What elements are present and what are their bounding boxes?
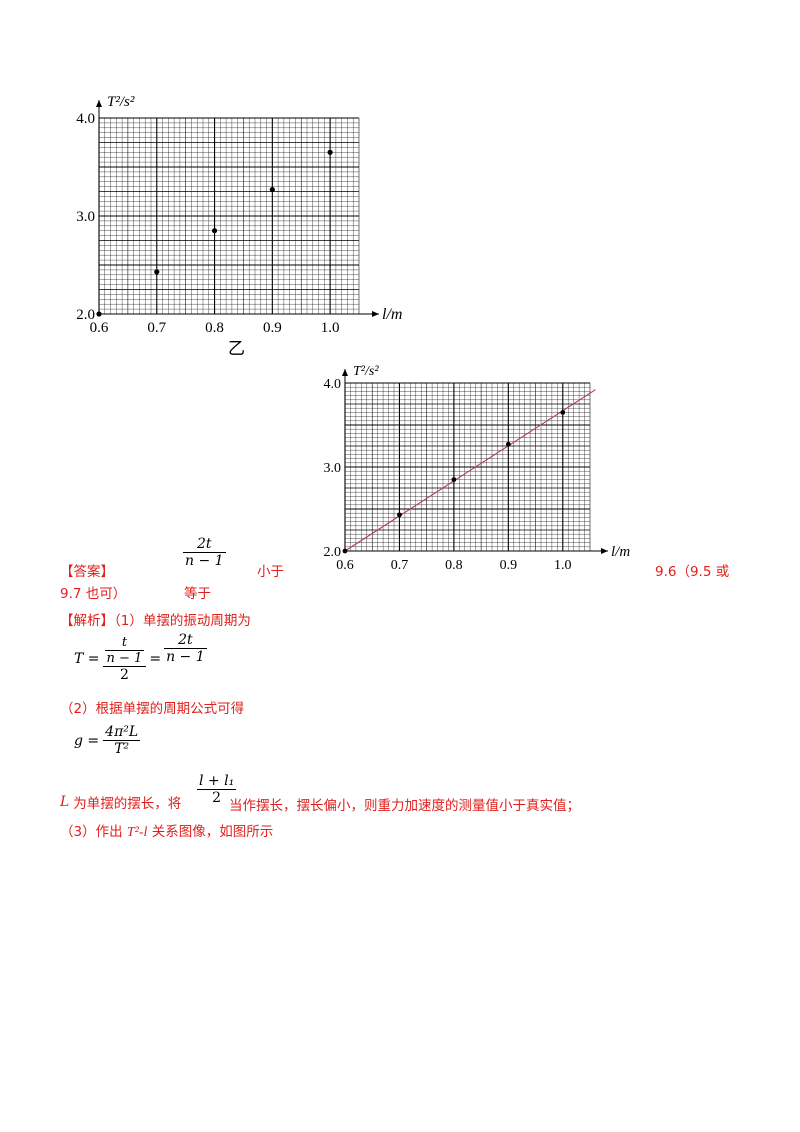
y-tick-label: 3.0 [324,461,342,476]
x-unit-label: l/m [611,544,630,560]
chart-fitted: 0.6 0.7 0.8 0.9 1.0 2.0 3.0 4.0 T²/s² l/m [324,364,631,573]
formula-L: L [60,794,70,810]
formula-g-den: T² [114,741,130,757]
formula-T-rhs-num: 2t [178,631,193,648]
answer-frac-num: 2t [197,536,212,552]
analysis-step1: 【解析】（1）单摆的振动周期为 [60,609,251,629]
formula-g-lhs: g = [74,732,100,749]
analysis-step3-text: （3）作出 [60,824,127,840]
formula-g: g = 4π²L T² [74,724,141,757]
formula-T-inner-num: t [121,635,128,650]
formula-T-outer-den: 2 [119,667,129,683]
x-tick-label: 1.0 [321,320,340,336]
chart-caption: 乙 [228,339,245,358]
y-tick-label: 2.0 [76,307,95,323]
x-tick-label: 0.8 [205,320,224,336]
answer-fraction: 2t n − 1 [183,536,226,569]
y-tick-label: 2.0 [324,545,342,560]
data-point [451,477,457,482]
formula-T-eq: = [149,651,162,667]
chart-yi: 0.6 0.7 0.8 0.9 1.0 2.0 3.0 4.0 T²/s² l/m 乙 [76,94,402,358]
y-unit-label: T²/s² [107,94,135,110]
data-point [397,512,402,518]
analysis-step2: （2）根据单摆的周期公式可得 [60,701,245,717]
answer-label: 【答案】 [60,564,114,580]
formula-half-num: l + l₁ [199,773,235,789]
formula-half-den: 2 [212,790,222,806]
data-point [505,441,511,447]
data-point [327,149,333,155]
data-point [154,269,160,275]
analysis-step1-text: （1）单摆的振动周期为 [114,613,251,629]
x-tick-label: 1.0 [554,558,572,573]
analysis-step3: （3）作出 T²-l 关系图像，如图所示 [60,820,273,841]
x-tick-label: 0.8 [445,558,463,573]
formula-half-length: l + l₁ 2 [197,773,237,806]
x-tick-label: 0.6 [90,320,109,336]
x-unit-label: l/m [382,306,402,323]
analysis-L-tail: 当作摆长，摆长偏小，则重力加速度的测量值小于真实值； [229,798,580,814]
analysis-L-line: L 为单摆的摆长，将 [60,792,181,812]
chart-grid [344,382,591,552]
x-axis-arrow-icon [601,548,608,554]
chart-grid [98,117,360,315]
x-tick-label: 0.6 [336,558,354,573]
formula-T-lhs: T = [74,651,100,667]
x-tick-label: 0.7 [391,558,409,573]
answer-equal: 等于 [184,586,211,602]
data-point [560,410,566,415]
formula-T-inner-den: n − 1 [106,651,143,666]
y-tick-label: 4.0 [324,377,342,392]
x-tick-label: 0.7 [147,320,166,336]
formula-T2l: T²-l [126,825,148,840]
formula-period: T = t n − 1 2 = 2t n − 1 [74,631,207,683]
y-axis-arrow-icon [342,369,348,376]
answer-frac-den: n − 1 [185,553,224,569]
formula-T-compound-frac: t n − 1 2 [102,635,147,683]
y-unit-label: T²/s² [353,364,379,379]
data-point [342,548,348,554]
x-axis-arrow-icon [372,311,379,317]
data-point [96,311,102,317]
y-tick-label: 3.0 [76,209,95,225]
analysis-label: 【解析】 [60,613,114,629]
fit-line [344,389,596,552]
y-axis-arrow-icon [96,100,102,107]
answer-g-value-b: 9.7 也可） [60,586,127,602]
data-point [211,228,218,234]
formula-T-rhs-den: n − 1 [166,648,205,665]
y-tick-label: 4.0 [76,111,95,127]
analysis-step3-tail: 关系图像，如图所示 [147,824,274,840]
answer-less: 小于 [257,564,284,580]
data-point [269,186,275,193]
formula-g-num: 4π²L [105,724,139,740]
answer-g-value-a: 9.6（9.5 或 [655,564,730,580]
x-tick-label: 0.9 [500,558,518,573]
answer-frac-bar [183,552,226,553]
x-tick-label: 0.9 [263,320,282,336]
analysis-L-text: 为单摆的摆长，将 [73,796,182,812]
